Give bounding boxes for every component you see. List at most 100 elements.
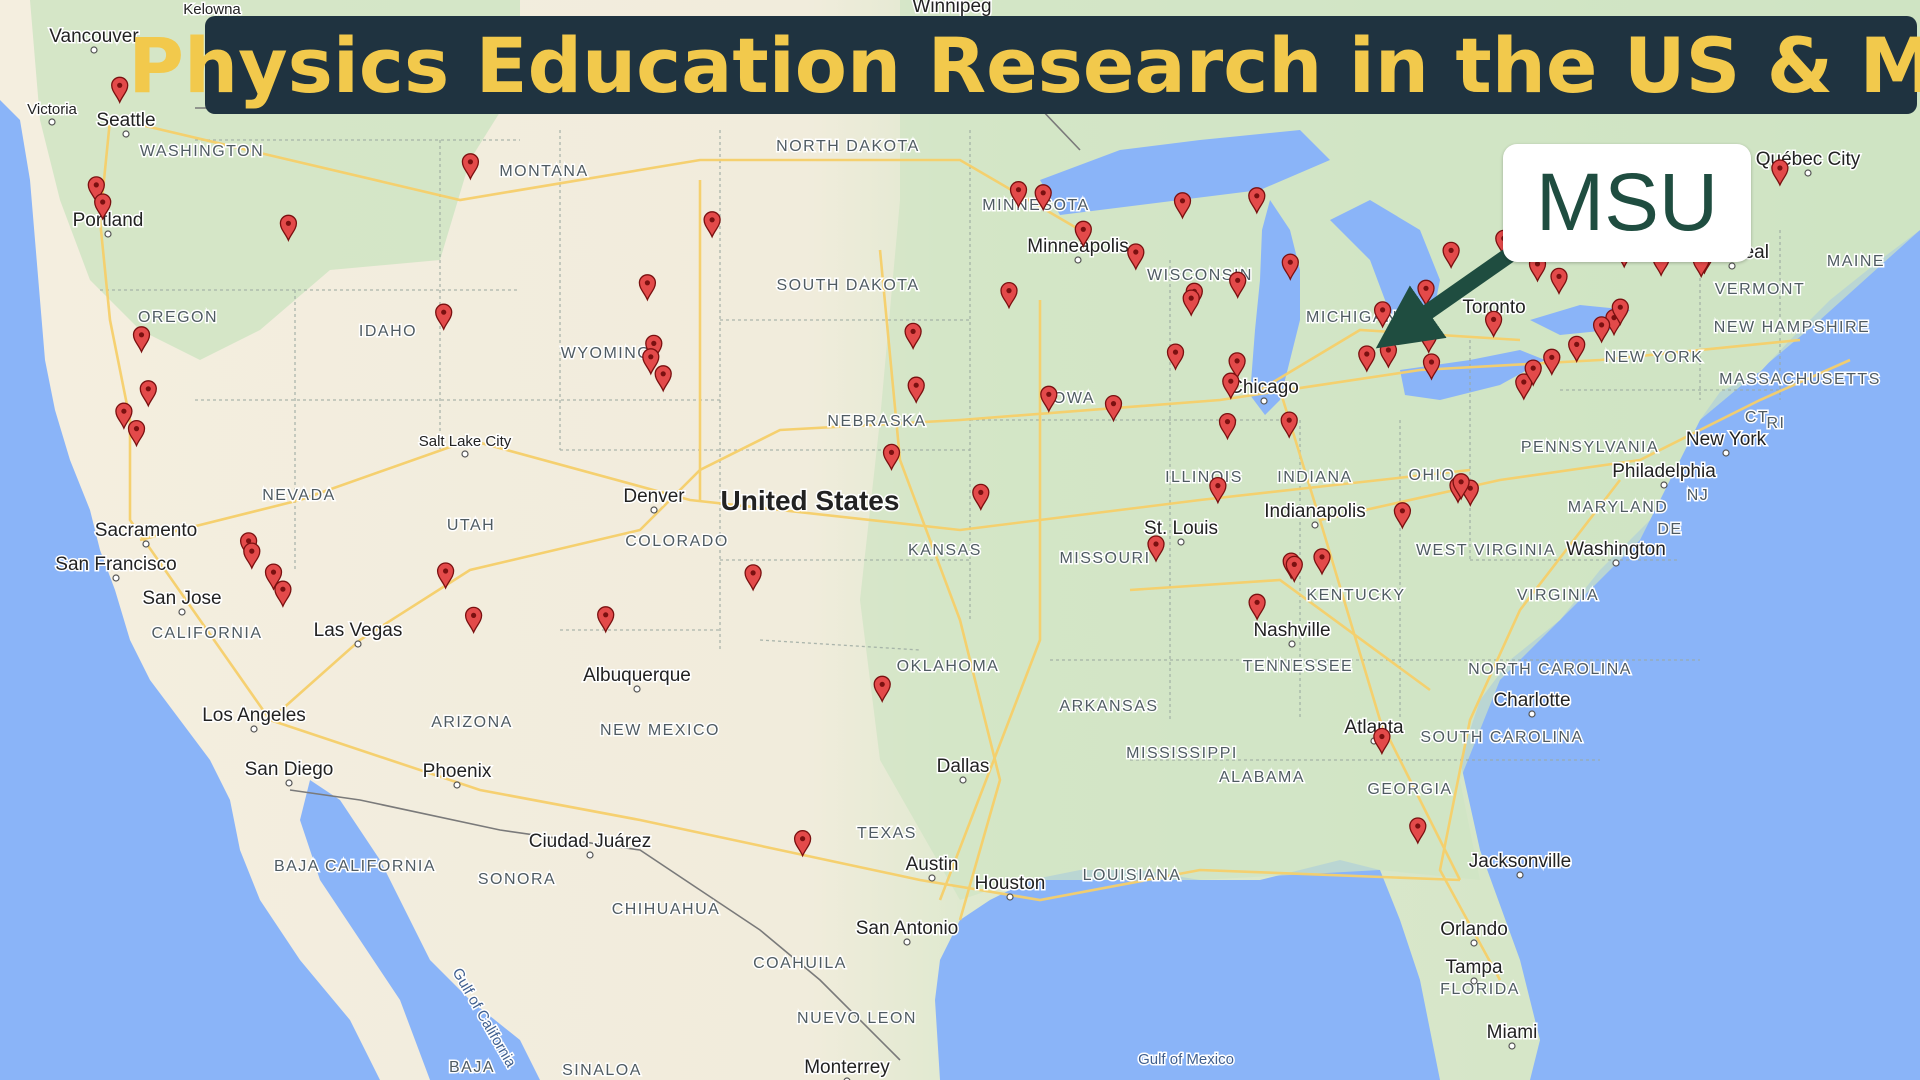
map-pin-icon[interactable] <box>904 322 922 351</box>
map-pin-icon[interactable] <box>1592 316 1611 344</box>
state-label: NEW YORK <box>1605 349 1704 366</box>
map-pin-icon[interactable] <box>638 274 657 302</box>
map-pin-icon[interactable] <box>1000 282 1018 310</box>
map-pin-icon[interactable] <box>597 606 615 634</box>
map-pin-icon[interactable] <box>1218 413 1237 441</box>
map-pin-icon[interactable] <box>1209 477 1227 505</box>
city-label: Ciudad Juárez <box>529 831 652 852</box>
map-pin-icon[interactable] <box>264 563 283 591</box>
map-pin-icon[interactable] <box>464 606 483 635</box>
map-pin-icon[interactable] <box>435 303 453 331</box>
state-label: OREGON <box>138 309 218 326</box>
city-dot <box>1612 559 1620 567</box>
map-pin-icon[interactable] <box>645 334 663 363</box>
city-label: Charlotte <box>1493 690 1570 711</box>
map-pin-icon[interactable] <box>972 483 990 512</box>
city-dot <box>104 230 112 238</box>
map-pin-icon[interactable] <box>1147 535 1165 563</box>
map-pin-icon[interactable] <box>1173 192 1192 220</box>
map-pin-icon[interactable] <box>1422 353 1441 381</box>
state-label: BAJA <box>449 1059 495 1076</box>
city-label: Vancouver <box>49 26 139 47</box>
state-label: ARKANSAS <box>1059 698 1158 715</box>
map-pin-icon[interactable] <box>1248 593 1266 621</box>
city-dot <box>1177 538 1185 546</box>
map-pin-icon[interactable] <box>1452 473 1470 501</box>
city-label: San Francisco <box>55 554 176 575</box>
map-pin-icon[interactable] <box>1228 352 1246 380</box>
map-pin-icon[interactable] <box>243 542 261 570</box>
city-label: Nashville <box>1253 620 1330 641</box>
map-pin-icon[interactable] <box>1182 289 1200 317</box>
map-pin-icon[interactable] <box>1373 727 1391 756</box>
state-label: NJ <box>1687 487 1710 504</box>
state-label: KENTUCKY <box>1306 587 1405 604</box>
map-pin-icon[interactable] <box>882 443 901 472</box>
map-pin-icon[interactable] <box>1104 395 1123 423</box>
title-banner: Physics Education Research in the US & M… <box>128 16 1920 114</box>
map-pin-icon[interactable] <box>1484 310 1503 339</box>
map-pin-icon[interactable] <box>461 153 480 181</box>
city-dot <box>48 118 56 126</box>
state-label: SOUTH DAKOTA <box>776 277 919 294</box>
map-pin-icon[interactable] <box>115 402 133 430</box>
city-label: Minneapolis <box>1027 236 1128 257</box>
map-pin-icon[interactable] <box>1229 271 1247 299</box>
city-label: Monterrey <box>804 1057 890 1078</box>
map-pin-icon[interactable] <box>127 420 146 448</box>
map-pin-icon[interactable] <box>1409 817 1427 845</box>
map-pin-icon[interactable] <box>111 76 129 104</box>
state-borders <box>100 130 1781 761</box>
map-pin-icon[interactable] <box>1222 372 1240 400</box>
map-pin-icon[interactable] <box>1358 345 1376 373</box>
map-pin-icon[interactable] <box>436 562 455 590</box>
map-pin-icon[interactable] <box>1280 411 1298 439</box>
map-pin-icon[interactable] <box>1393 502 1412 530</box>
map-pin-icon[interactable] <box>139 380 157 408</box>
map-pin-icon[interactable] <box>94 193 112 221</box>
city-label: Denver <box>623 486 685 507</box>
map-pin-icon[interactable] <box>654 365 672 393</box>
city-label: San Antonio <box>856 918 958 939</box>
map-pin-icon[interactable] <box>642 348 660 376</box>
map-pin-icon[interactable] <box>1248 187 1266 215</box>
map-pin-icon[interactable] <box>1313 548 1331 576</box>
map-pin-icon[interactable] <box>1009 181 1028 209</box>
map-pin-icon[interactable] <box>793 830 812 858</box>
map-pin-icon[interactable] <box>279 214 298 242</box>
map-pin-icon[interactable] <box>1771 159 1789 187</box>
city-dot <box>633 685 641 693</box>
map-pin-icon[interactable] <box>1074 220 1092 248</box>
map-pin-icon[interactable] <box>1543 348 1561 376</box>
map-pin-icon[interactable] <box>1524 359 1542 387</box>
water-label: Gulf of Mexico <box>1138 1051 1234 1068</box>
map-pin-icon[interactable] <box>1127 243 1145 271</box>
map-pin-icon[interactable] <box>873 675 891 703</box>
city-label: San Diego <box>245 759 334 780</box>
map-pin-icon[interactable] <box>274 580 292 608</box>
city-dot <box>178 608 186 616</box>
map-pin-icon[interactable] <box>1515 373 1533 401</box>
map-pin-icon[interactable] <box>1285 555 1303 584</box>
city-dot <box>90 46 98 54</box>
map-pin-icon[interactable] <box>907 376 925 404</box>
msu-callout: MSU <box>1503 144 1751 262</box>
map-pin-icon[interactable] <box>703 211 721 239</box>
map-pin-icon[interactable] <box>87 176 105 204</box>
city-dot <box>1260 397 1268 405</box>
map-pin-icon[interactable] <box>132 326 151 354</box>
map-pin-icon[interactable] <box>1281 253 1299 281</box>
map-pin-icon[interactable] <box>1550 267 1568 296</box>
city-label: Los Angeles <box>202 705 306 726</box>
map-pin-icon[interactable] <box>1034 184 1052 212</box>
city-label: Houston <box>975 873 1046 894</box>
map-pin-icon[interactable] <box>1442 241 1460 270</box>
map-pin-icon[interactable] <box>744 564 762 592</box>
city-dot <box>285 779 293 787</box>
map-pin-icon[interactable] <box>1166 343 1185 371</box>
map-pin-icon[interactable] <box>1568 335 1586 364</box>
map-pin-icon[interactable] <box>1611 298 1629 326</box>
city-label: Austin <box>906 854 959 875</box>
state-label: CT <box>1745 409 1769 426</box>
map-pin-icon[interactable] <box>1040 385 1058 413</box>
